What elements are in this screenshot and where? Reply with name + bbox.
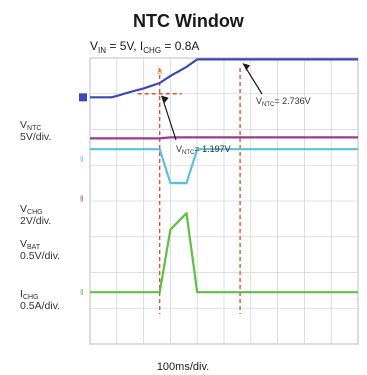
annotation-arrow [161, 95, 177, 141]
trace-line [90, 58, 358, 99]
channel-scale: 5V/div. [20, 131, 51, 143]
annotation-sub: NTC [262, 102, 275, 108]
subtitle-i-sub: CHG [143, 46, 161, 55]
x-axis-label: 100ms/div. [157, 361, 209, 373]
channel-label-main: V [20, 203, 27, 215]
annotation-main: V [256, 96, 262, 106]
channel-label-sub: CHG [27, 209, 43, 216]
channel-label: VNTC [20, 119, 41, 132]
subtitle-i-rest: = 0.8A [161, 39, 199, 53]
channel-label-sub: BAT [27, 244, 41, 251]
channel-labels: VNTC5V/div.VCHG2V/div.VBAT0.5V/div.ICHG0… [20, 93, 87, 312]
plot-area: a VNTC5V/div.VCHG2V/div.VBAT0.5V/div.ICH… [20, 57, 359, 345]
channel-label: VBAT [20, 238, 41, 251]
channel-marker: ǁ [80, 288, 83, 297]
trace-line [90, 148, 358, 185]
channel-marker: ǁ [80, 194, 83, 203]
channel-scale: 2V/div. [20, 215, 51, 227]
annotation-value: = 2.736V [274, 96, 310, 106]
plot-grid [90, 58, 358, 344]
annotation-text: VNTC= 1.197V [176, 144, 231, 156]
trace-line [90, 136, 358, 140]
channel-scale: 0.5V/div. [20, 250, 60, 262]
trace-line [90, 212, 358, 294]
annotation-arrowhead [161, 95, 169, 103]
channel-label-main: V [20, 119, 27, 131]
channel-label-main: V [20, 238, 27, 250]
chart-title: NTC Window [133, 11, 245, 31]
channel-label-sub: CHG [23, 294, 39, 301]
traces [90, 58, 358, 294]
cursor-markers: a [137, 58, 263, 314]
subtitle-v: V [90, 39, 98, 53]
cursor-marker-glyph: a [157, 66, 162, 76]
channel-marker [79, 93, 87, 102]
channel-label-main: I [20, 288, 23, 300]
annotation-sub: NTC [182, 150, 195, 156]
annotation-arrowhead [243, 63, 251, 71]
channel-label-sub: NTC [27, 125, 41, 132]
channel-label: VCHG [20, 203, 43, 216]
subtitle-v-rest: = 5V, I [106, 39, 143, 53]
annotation-main: V [176, 144, 182, 154]
channel-scale: 0.5A/div. [20, 300, 60, 312]
subtitle-v-sub: IN [98, 46, 106, 55]
channel-label: ICHG [20, 288, 38, 301]
chart-subtitle: VIN = 5V, ICHG = 0.8A [90, 39, 199, 55]
channel-marker: ǁ [80, 155, 83, 164]
annotation-text: VNTC= 2.736V [256, 96, 311, 108]
annotation-value: = 1.197V [194, 144, 230, 154]
